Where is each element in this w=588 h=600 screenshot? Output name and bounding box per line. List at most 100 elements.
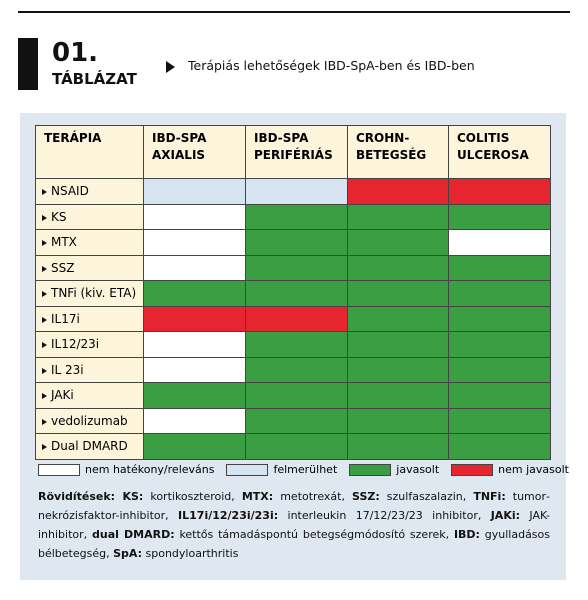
legend-item: felmerülhet <box>226 463 337 476</box>
status-cell <box>448 178 551 205</box>
status-cell <box>448 407 551 434</box>
status-cell <box>245 305 348 332</box>
status-cell <box>347 280 449 307</box>
table-row: vedolizumab <box>35 407 551 434</box>
status-cell <box>245 254 348 281</box>
title: Terápiás lehetőségek IBD-SpA-ben és IBD-… <box>188 58 475 73</box>
status-cell <box>347 203 449 230</box>
column-header: TERÁPIA <box>35 125 144 179</box>
status-cell <box>245 433 348 460</box>
rule <box>18 11 570 13</box>
abbreviation-part: tumor­nekrózisfaktor-inhibitor, <box>38 490 551 522</box>
abbreviation-part: Rövidítések: <box>38 490 123 503</box>
status-cell <box>448 433 551 460</box>
status-cell <box>448 280 551 307</box>
abbreviation-part: gyulladásos bélbetegség, <box>38 528 550 560</box>
therapy-table: TERÁPIA IBD-SPA AXIALIS IBD-SPA PERIFÉRIÁS… <box>35 125 551 460</box>
legend-item: nem hatékony/releváns <box>38 463 214 476</box>
column-header: IBD-SPA AXIALIS <box>143 125 246 179</box>
status-cell <box>143 229 246 256</box>
status-cell <box>245 178 348 205</box>
legend-label: javasolt <box>396 463 440 476</box>
status-cell <box>143 331 246 358</box>
row-label: KS <box>35 203 144 230</box>
abbreviation-part: metotrexát, <box>273 490 353 503</box>
status-cell <box>347 331 449 358</box>
abbreviation-part: kettős támadáspontú betegségmódosító sze… <box>174 528 454 541</box>
status-cell <box>245 331 348 358</box>
status-cell <box>143 433 246 460</box>
row-label: IL12/23i <box>35 331 144 358</box>
abbreviation-part: spondyloarthritis <box>142 547 239 560</box>
table-row: MTX <box>35 229 551 256</box>
status-cell <box>448 331 551 358</box>
status-cell <box>347 382 449 409</box>
row-label: MTX <box>35 229 144 256</box>
status-cell <box>448 382 551 409</box>
status-cell <box>143 178 246 205</box>
legend-label: nem hatékony/releváns <box>85 463 215 476</box>
row-label: IL17i <box>35 305 144 332</box>
legend: nem hatékony/releváns felmerülhet javasolt… <box>38 463 581 476</box>
legend-item: nem javasolt <box>451 463 569 476</box>
abbreviation-part: interleukin 17/12/23/23 inhibitor, <box>278 509 491 522</box>
column-header: COLITIS ULCEROSA <box>448 125 551 179</box>
status-cell <box>347 178 449 205</box>
abbreviation-part: dual DMARD: <box>91 528 175 541</box>
status-cell <box>143 356 246 383</box>
abbreviation-part: kortikoszteroid, <box>143 490 242 503</box>
status-cell <box>245 203 348 230</box>
status-cell <box>347 433 449 460</box>
table-row: TNFi (kiv. ETA) <box>35 280 551 307</box>
legend-swatch <box>38 463 80 476</box>
table-row: IL12/23i <box>35 331 551 358</box>
status-cell <box>448 203 551 230</box>
status-cell <box>245 382 348 409</box>
row-label: NSAID <box>35 178 144 205</box>
abbreviation-part: IBD: <box>453 528 480 541</box>
abbreviation-part: SpA: <box>113 547 143 560</box>
row-label: SSZ <box>35 254 144 281</box>
status-cell <box>245 356 348 383</box>
abbreviation-part: TNFi: <box>473 490 506 503</box>
table-label: TÁBLÁZAT <box>52 70 137 88</box>
row-label: IL 23i <box>35 356 144 383</box>
status-cell <box>245 407 348 434</box>
abbreviation-part: KS: <box>122 490 144 503</box>
table-row: KS <box>35 203 551 230</box>
row-label: JAKi <box>35 382 144 409</box>
abbreviation-part: IL17i/12/23i/23i: <box>178 509 279 522</box>
legend-label: felmerülhet <box>273 463 338 476</box>
row-label: Dual DMARD <box>35 433 144 460</box>
row-label: vedolizumab <box>35 407 144 434</box>
legend-swatch <box>451 463 494 476</box>
status-cell <box>245 280 348 307</box>
table-number: 01. <box>52 38 99 68</box>
legend-item: javasolt <box>349 463 439 476</box>
table-row: IL17i <box>35 305 551 332</box>
column-header: CROHN- BETEGSÉG <box>347 125 449 179</box>
table-row: NSAID <box>35 178 551 205</box>
abbreviations: Rövidítések: KS: kortikoszteroid, MTX: m… <box>38 487 550 563</box>
status-cell <box>245 229 348 256</box>
status-cell <box>448 356 551 383</box>
legend-label: nem javasolt <box>498 463 569 476</box>
status-cell <box>448 305 551 332</box>
table-row: Dual DMARD <box>35 433 551 460</box>
status-cell <box>347 407 449 434</box>
status-cell <box>143 382 246 409</box>
abbreviation-part: JAKi: <box>490 509 521 522</box>
table-row: IL 23i <box>35 356 551 383</box>
status-cell <box>143 407 246 434</box>
table-row: JAKi <box>35 382 551 409</box>
table-row: SSZ <box>35 254 551 281</box>
marker-bar <box>18 38 38 90</box>
status-cell <box>143 305 246 332</box>
row-label: TNFi (kiv. ETA) <box>35 280 144 307</box>
abbreviation-part: SSZ: <box>352 490 380 503</box>
abbreviation-part: JAK-inhibitor, <box>38 509 551 541</box>
arrow <box>166 61 175 73</box>
status-cell <box>143 254 246 281</box>
status-cell <box>347 229 449 256</box>
abbreviation-part: szulfaszalazin, <box>379 490 474 503</box>
